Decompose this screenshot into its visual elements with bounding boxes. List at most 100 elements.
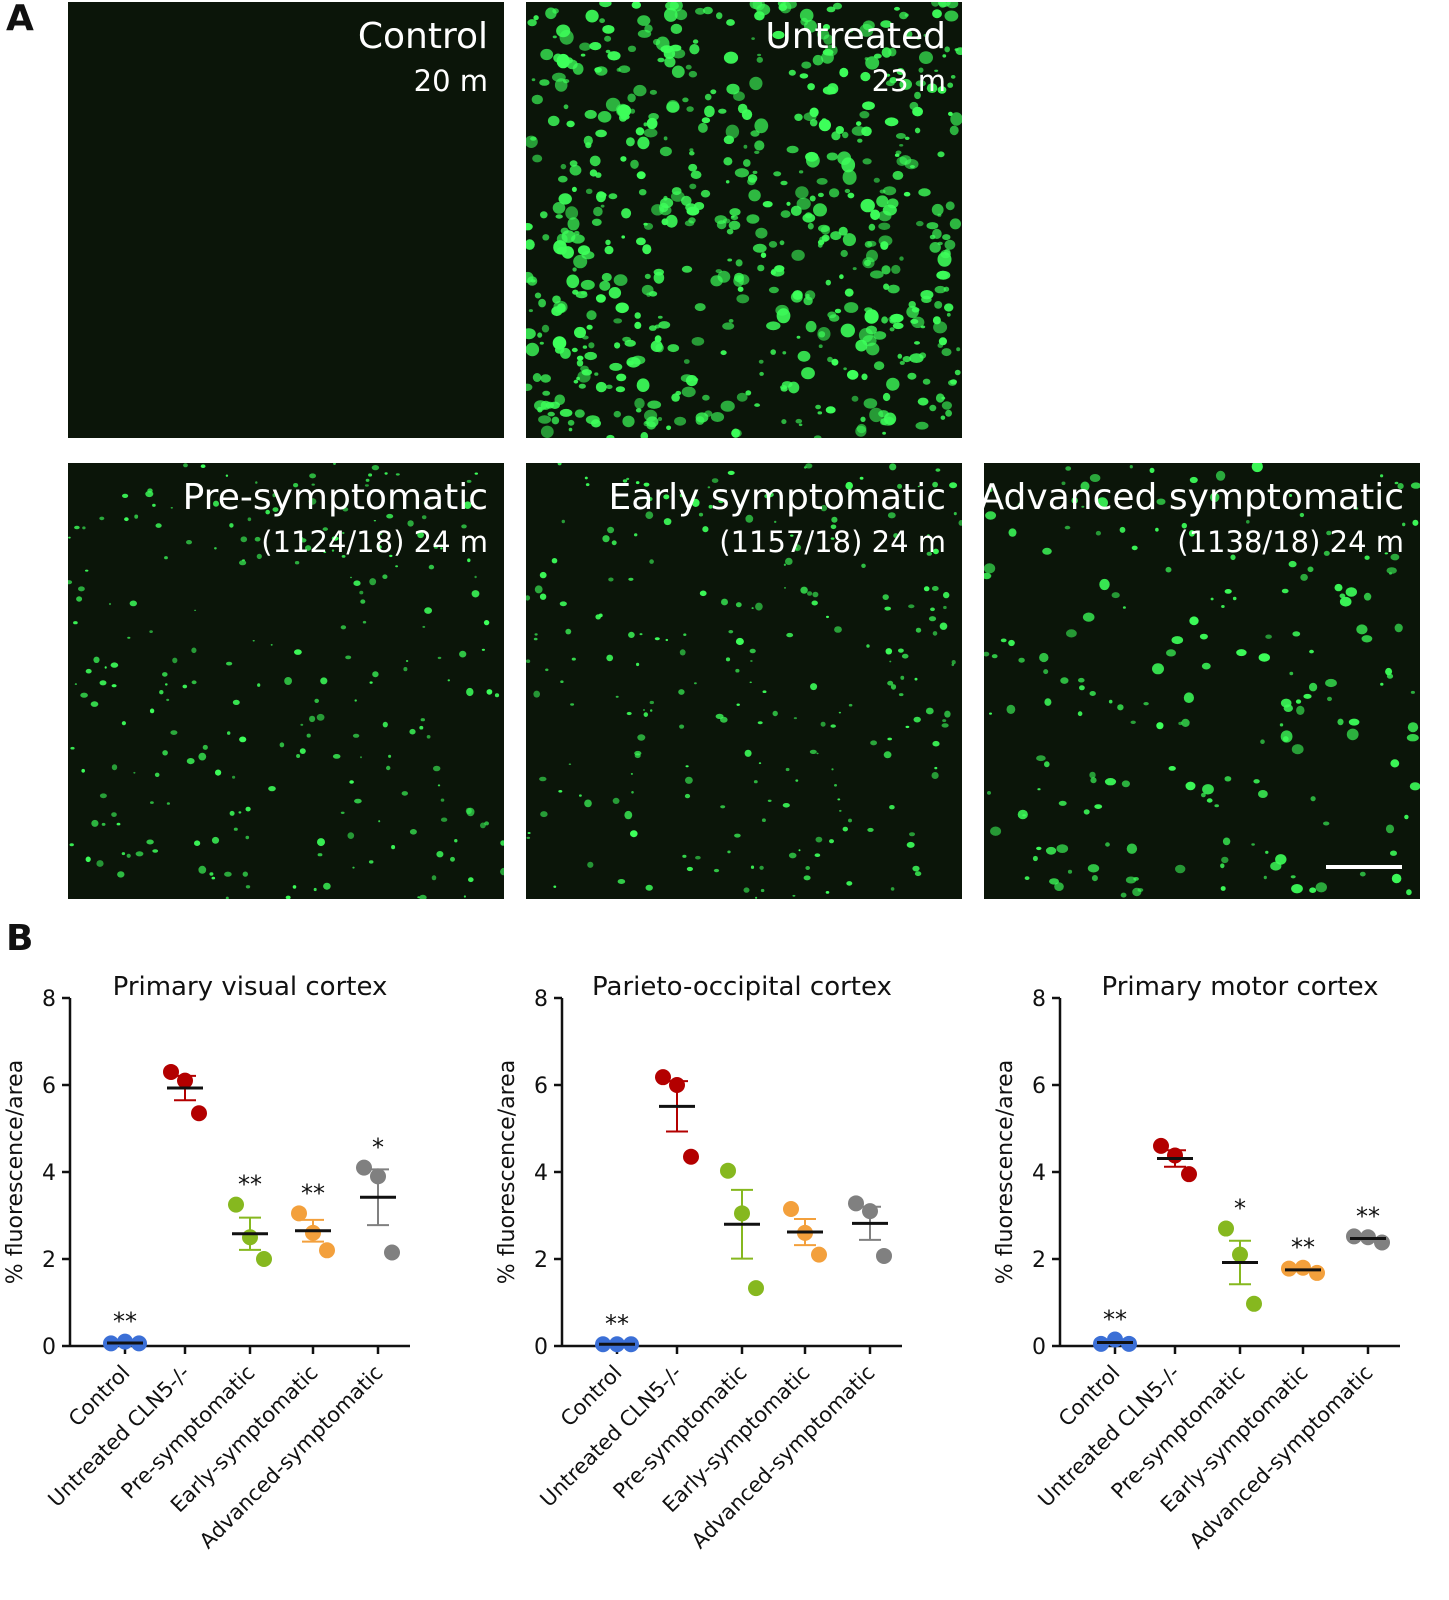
fluorescent-speck bbox=[440, 798, 445, 802]
fluorescent-speck bbox=[1348, 718, 1360, 726]
fluorescent-speck bbox=[926, 83, 938, 93]
fluorescent-speck bbox=[881, 47, 892, 58]
fluorescent-speck bbox=[526, 328, 536, 340]
data-point bbox=[1153, 1137, 1169, 1154]
fluorescent-speck bbox=[825, 891, 830, 894]
fluorescent-speck bbox=[937, 241, 943, 246]
fluorescent-speck bbox=[245, 806, 251, 812]
fluorescent-speck bbox=[576, 359, 584, 367]
fluorescent-speck bbox=[419, 725, 424, 730]
fluorescent-speck bbox=[526, 223, 533, 231]
fluorescent-speck bbox=[1201, 792, 1206, 798]
fluorescent-speck bbox=[878, 210, 892, 222]
fluorescent-speck bbox=[76, 596, 83, 602]
fluorescent-speck bbox=[727, 470, 735, 475]
fluorescent-speck bbox=[1221, 856, 1229, 864]
fluorescent-speck bbox=[882, 392, 891, 402]
panel-b-label: B bbox=[6, 918, 34, 959]
fluorescent-speck bbox=[844, 188, 851, 194]
fluorescent-speck bbox=[1077, 711, 1083, 717]
fluorescent-speck bbox=[927, 534, 930, 537]
fluorescent-speck bbox=[1397, 483, 1404, 490]
fluorescent-speck bbox=[612, 797, 620, 804]
fluorescent-speck bbox=[268, 786, 276, 792]
fluorescent-speck bbox=[1390, 850, 1397, 856]
fluorescent-speck bbox=[1045, 846, 1057, 855]
fluorescent-speck bbox=[688, 217, 696, 224]
fluorescent-speck bbox=[252, 640, 255, 642]
fluorescent-speck bbox=[607, 526, 615, 534]
fluorescent-speck bbox=[935, 393, 945, 403]
fluorescent-speck bbox=[644, 273, 651, 280]
fluorescent-speck bbox=[1000, 638, 1007, 643]
fluorescent-speck bbox=[279, 742, 285, 748]
fluorescent-speck bbox=[895, 133, 906, 139]
fluorescent-speck bbox=[788, 852, 797, 859]
fluorescent-speck bbox=[292, 885, 297, 889]
fluorescent-speck bbox=[752, 170, 758, 174]
data-point bbox=[384, 1244, 400, 1261]
fluorescent-speck bbox=[841, 157, 856, 173]
fluorescent-speck bbox=[1359, 871, 1366, 877]
fluorescent-speck bbox=[807, 591, 813, 596]
fluorescent-speck bbox=[599, 280, 611, 291]
fluorescent-speck bbox=[1221, 605, 1225, 608]
fluorescent-speck bbox=[654, 324, 661, 329]
fluorescent-speck bbox=[566, 120, 575, 128]
fluorescent-speck bbox=[401, 791, 408, 796]
fluorescent-speck bbox=[122, 493, 129, 498]
micrograph-control: Control 20 m bbox=[68, 2, 504, 438]
fluorescent-speck bbox=[1410, 690, 1415, 694]
fluorescent-speck bbox=[755, 602, 763, 611]
fluorescent-speck bbox=[209, 872, 214, 876]
fluorescent-speck bbox=[809, 749, 817, 754]
fluorescent-speck bbox=[1043, 669, 1049, 675]
fluorescent-speck bbox=[842, 131, 849, 139]
fluorescent-speck bbox=[665, 214, 678, 228]
fluorescent-speck bbox=[736, 294, 750, 304]
fluorescent-speck bbox=[949, 125, 959, 136]
fluorescent-speck bbox=[1407, 722, 1419, 733]
fluorescent-speck bbox=[812, 591, 819, 598]
fluorescent-speck bbox=[1008, 639, 1015, 647]
chart-title: Primary motor cortex bbox=[1101, 972, 1378, 1002]
fluorescent-speck bbox=[708, 504, 713, 509]
fluorescent-speck bbox=[948, 379, 957, 386]
fluorescent-speck bbox=[634, 312, 641, 319]
fluorescent-speck bbox=[762, 690, 767, 693]
fluorescent-speck bbox=[1096, 497, 1108, 509]
y-axis-label: % fluorescence/area bbox=[495, 1060, 520, 1284]
fluorescent-speck bbox=[830, 231, 842, 241]
fluorescent-speck bbox=[628, 577, 634, 581]
fluorescent-speck bbox=[601, 272, 612, 282]
fluorescent-speck bbox=[941, 401, 952, 410]
fluorescent-speck bbox=[1389, 572, 1392, 575]
fluorescent-speck bbox=[936, 270, 951, 280]
fluorescent-speck bbox=[958, 520, 962, 526]
fluorescent-speck bbox=[547, 115, 560, 127]
fluorescent-speck bbox=[614, 342, 621, 349]
fluorescent-speck bbox=[365, 478, 370, 482]
fluorescent-speck bbox=[805, 463, 813, 469]
fluorescent-speck bbox=[654, 335, 662, 343]
fluorescent-speck bbox=[1275, 854, 1287, 865]
fluorescent-speck bbox=[431, 875, 437, 881]
fluorescent-speck bbox=[671, 65, 685, 78]
fluorescent-speck bbox=[584, 476, 588, 480]
significance-label: ** bbox=[301, 1179, 325, 1207]
fluorescent-speck bbox=[725, 657, 731, 662]
fluorescent-speck bbox=[793, 544, 802, 552]
fluorescent-speck bbox=[821, 234, 830, 242]
fluorescent-speck bbox=[615, 695, 619, 698]
fluorescent-speck bbox=[941, 348, 952, 357]
fluorescent-speck bbox=[437, 656, 442, 660]
fluorescent-speck bbox=[720, 350, 727, 356]
fluorescent-speck bbox=[1323, 550, 1330, 556]
fluorescent-speck bbox=[944, 239, 956, 250]
fluorescent-speck bbox=[743, 144, 748, 149]
fluorescent-speck bbox=[594, 372, 599, 376]
fluorescent-speck bbox=[117, 871, 125, 878]
fluorescent-speck bbox=[887, 284, 900, 294]
fluorescent-speck bbox=[665, 638, 669, 642]
fluorescent-speck bbox=[317, 838, 325, 847]
